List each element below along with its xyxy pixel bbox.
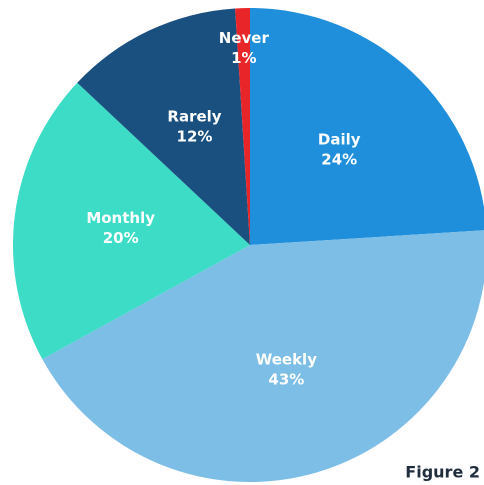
pie-slice xyxy=(235,8,250,245)
pie-slice xyxy=(77,8,250,245)
slice-label: Weekly xyxy=(256,351,317,369)
pie-slice xyxy=(42,230,484,482)
figure-caption: Figure 2 xyxy=(405,463,480,482)
pie xyxy=(13,8,484,482)
pie-slice xyxy=(250,8,484,245)
slice-label: Never xyxy=(219,29,270,47)
slice-label: Monthly xyxy=(86,209,155,227)
value-label: 43% xyxy=(268,371,304,389)
pie-slice xyxy=(13,82,251,360)
value-label: 1% xyxy=(231,49,256,67)
slice-label: Daily xyxy=(318,130,361,148)
value-label: 12% xyxy=(177,128,213,146)
value-label: 20% xyxy=(103,229,139,247)
labels: Daily 24% Weekly 43% Monthly 20% Rarely 12% Neve… xyxy=(86,29,360,389)
value-label: 24% xyxy=(321,150,357,168)
slice-label: Rarely xyxy=(167,108,221,126)
